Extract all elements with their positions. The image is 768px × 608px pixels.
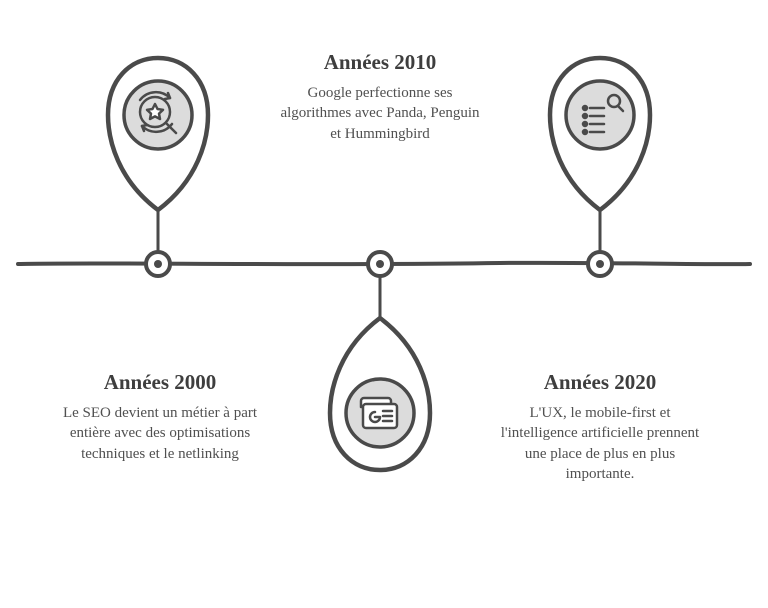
timeline-node-2000 xyxy=(108,58,208,276)
desc-2000: Le SEO devient un métier à part entière … xyxy=(60,403,260,464)
google-card-icon xyxy=(361,398,397,428)
desc-2010: Google perfectionne ses algorithmes avec… xyxy=(275,83,485,144)
title-2020: Années 2020 xyxy=(500,370,700,395)
timeline-node-2020 xyxy=(550,58,650,276)
text-2010: Années 2010 Google perfectionne ses algo… xyxy=(275,50,485,144)
timeline-node-2010 xyxy=(330,252,430,470)
title-2010: Années 2010 xyxy=(275,50,485,75)
desc-2020: L'UX, le mobile-first et l'intelligence … xyxy=(500,403,700,484)
text-2020: Années 2020 L'UX, le mobile-first et l'i… xyxy=(500,370,700,484)
title-2000: Années 2000 xyxy=(60,370,260,395)
text-2000: Années 2000 Le SEO devient un métier à p… xyxy=(60,370,260,464)
